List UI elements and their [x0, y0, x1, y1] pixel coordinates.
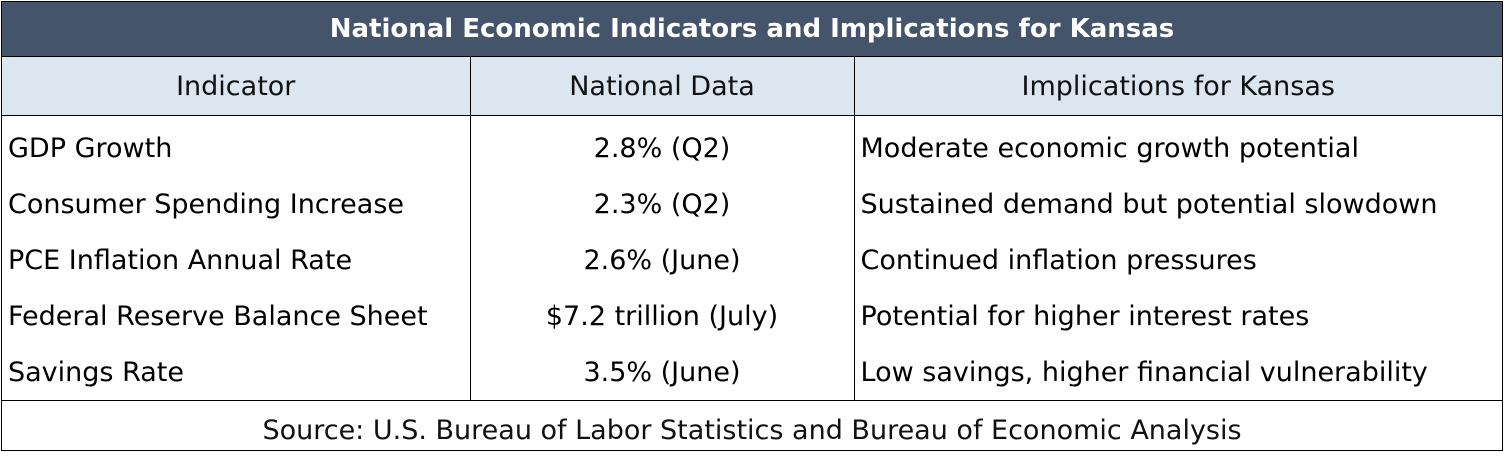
- indicators-table-container: National Economic Indicators and Implica…: [1, 1, 1503, 451]
- source-note: Source: U.S. Bureau of Labor Statistics …: [2, 401, 1502, 460]
- indicator-cell: Consumer Spending Increase: [2, 176, 470, 232]
- implication-cell: Low savings, higher financial vulnerabil…: [854, 344, 1502, 401]
- indicator-cell: GDP Growth: [2, 116, 470, 177]
- table-header-row: Indicator National Data Implications for…: [2, 57, 1502, 116]
- national-data-cell: 2.8% (Q2): [470, 116, 854, 177]
- implication-cell: Moderate economic growth potential: [854, 116, 1502, 177]
- table-source-row: Source: U.S. Bureau of Labor Statistics …: [2, 401, 1502, 460]
- implication-cell: Continued inflation pressures: [854, 232, 1502, 288]
- table-title-row: National Economic Indicators and Implica…: [2, 2, 1502, 57]
- indicator-cell: Federal Reserve Balance Sheet: [2, 288, 470, 344]
- table-row: PCE Inflation Annual Rate 2.6% (June) Co…: [2, 232, 1502, 288]
- header-indicator: Indicator: [2, 57, 470, 116]
- header-implications: Implications for Kansas: [854, 57, 1502, 116]
- header-national-data: National Data: [470, 57, 854, 116]
- indicator-cell: PCE Inflation Annual Rate: [2, 232, 470, 288]
- table-row: Federal Reserve Balance Sheet $7.2 trill…: [2, 288, 1502, 344]
- table-row: Consumer Spending Increase 2.3% (Q2) Sus…: [2, 176, 1502, 232]
- table-row: GDP Growth 2.8% (Q2) Moderate economic g…: [2, 116, 1502, 177]
- national-data-cell: 3.5% (June): [470, 344, 854, 401]
- national-data-cell: $7.2 trillion (July): [470, 288, 854, 344]
- table-row: Savings Rate 3.5% (June) Low savings, hi…: [2, 344, 1502, 401]
- implication-cell: Potential for higher interest rates: [854, 288, 1502, 344]
- table-title: National Economic Indicators and Implica…: [2, 2, 1502, 57]
- national-data-cell: 2.6% (June): [470, 232, 854, 288]
- indicator-cell: Savings Rate: [2, 344, 470, 401]
- implication-cell: Sustained demand but potential slowdown: [854, 176, 1502, 232]
- national-data-cell: 2.3% (Q2): [470, 176, 854, 232]
